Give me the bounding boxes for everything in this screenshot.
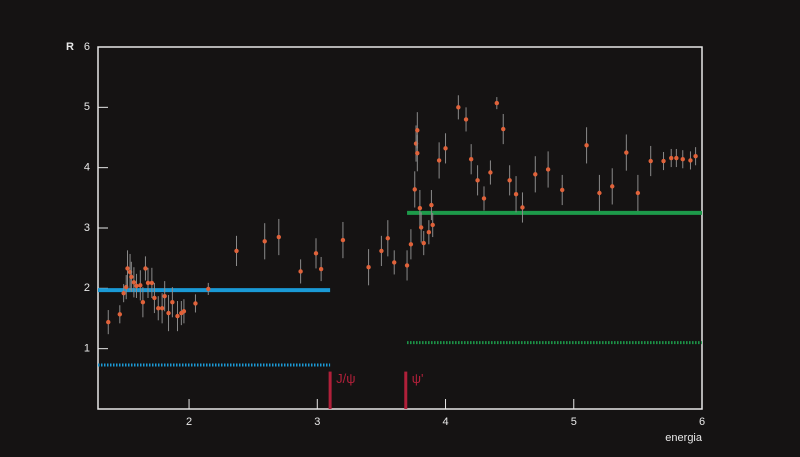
data-point bbox=[463, 117, 469, 122]
data-point bbox=[597, 190, 602, 196]
data-point bbox=[125, 266, 130, 271]
data-point bbox=[412, 187, 417, 192]
data-point bbox=[456, 105, 461, 110]
data-point bbox=[436, 158, 442, 163]
data-point bbox=[318, 266, 324, 272]
y-tick-label: 3 bbox=[84, 222, 90, 234]
data-point bbox=[545, 167, 551, 172]
data-point bbox=[262, 239, 267, 244]
data-point bbox=[661, 158, 666, 164]
x-tick-label: 6 bbox=[699, 416, 705, 428]
data-point bbox=[481, 196, 487, 201]
y-tick-label: 4 bbox=[84, 162, 90, 174]
data-point bbox=[340, 237, 346, 243]
data-point bbox=[610, 184, 615, 189]
data-point bbox=[669, 155, 674, 161]
data-point bbox=[501, 126, 506, 132]
data-point bbox=[149, 280, 155, 286]
data-point bbox=[688, 158, 693, 163]
data-point bbox=[234, 248, 239, 254]
data-point bbox=[193, 301, 198, 306]
data-point bbox=[674, 155, 679, 161]
data-point bbox=[415, 150, 420, 156]
data-point bbox=[404, 263, 410, 268]
x-tick-label: 4 bbox=[442, 416, 448, 428]
data-point bbox=[488, 170, 493, 175]
data-point bbox=[117, 312, 123, 317]
data-point bbox=[313, 251, 319, 256]
data-point bbox=[145, 280, 151, 286]
data-point bbox=[379, 248, 384, 254]
resonance-label: ψ' bbox=[412, 371, 424, 386]
data-point bbox=[494, 100, 500, 106]
data-point bbox=[430, 222, 435, 228]
data-point bbox=[162, 293, 167, 299]
data-point bbox=[140, 300, 146, 305]
data-point bbox=[635, 190, 641, 196]
data-point bbox=[468, 157, 474, 162]
y-tick-label: 6 bbox=[84, 41, 90, 53]
y-tick-label: 2 bbox=[84, 282, 90, 294]
data-point bbox=[415, 128, 420, 133]
data-point bbox=[417, 205, 423, 211]
data-point bbox=[175, 313, 180, 319]
data-point bbox=[181, 309, 187, 314]
resonance-label: J/ψ bbox=[336, 371, 355, 386]
x-tick-label: 3 bbox=[314, 416, 320, 428]
data-point bbox=[138, 283, 143, 288]
data-point bbox=[693, 154, 698, 159]
y-axis-label: R bbox=[66, 41, 74, 53]
data-point bbox=[426, 230, 432, 235]
data-point bbox=[443, 146, 448, 151]
data-point bbox=[366, 265, 371, 270]
data-point bbox=[129, 274, 134, 280]
y-tick-label: 1 bbox=[84, 343, 90, 355]
y-tick-label: 5 bbox=[84, 101, 90, 113]
data-point bbox=[170, 300, 175, 305]
data-point bbox=[408, 242, 414, 247]
data-point bbox=[166, 310, 171, 316]
data-point bbox=[131, 280, 137, 285]
data-point bbox=[392, 260, 397, 265]
data-point bbox=[121, 290, 126, 296]
data-point bbox=[533, 172, 538, 177]
data-point bbox=[106, 319, 111, 325]
plot-frame bbox=[97, 46, 703, 410]
data-point bbox=[429, 202, 434, 208]
data-point bbox=[134, 283, 139, 289]
data-point bbox=[298, 269, 303, 274]
data-point bbox=[507, 178, 512, 183]
data-point bbox=[520, 205, 525, 210]
x-tick-label: 2 bbox=[186, 416, 192, 428]
data-point bbox=[421, 240, 426, 246]
data-point bbox=[418, 225, 424, 230]
data-point bbox=[156, 306, 161, 311]
data-point bbox=[680, 157, 685, 162]
data-point bbox=[143, 266, 148, 271]
data-point bbox=[385, 236, 391, 241]
data-point bbox=[560, 187, 565, 193]
x-axis-label: energia bbox=[665, 432, 703, 444]
data-point bbox=[475, 178, 480, 183]
x-tick-label: 5 bbox=[571, 416, 577, 428]
data-point bbox=[513, 192, 519, 197]
data-point bbox=[159, 306, 165, 311]
data-point bbox=[648, 158, 653, 164]
data-point bbox=[206, 286, 211, 292]
data-point bbox=[624, 150, 629, 155]
data-point bbox=[584, 143, 589, 148]
data-point bbox=[152, 295, 157, 301]
data-point bbox=[276, 234, 282, 240]
